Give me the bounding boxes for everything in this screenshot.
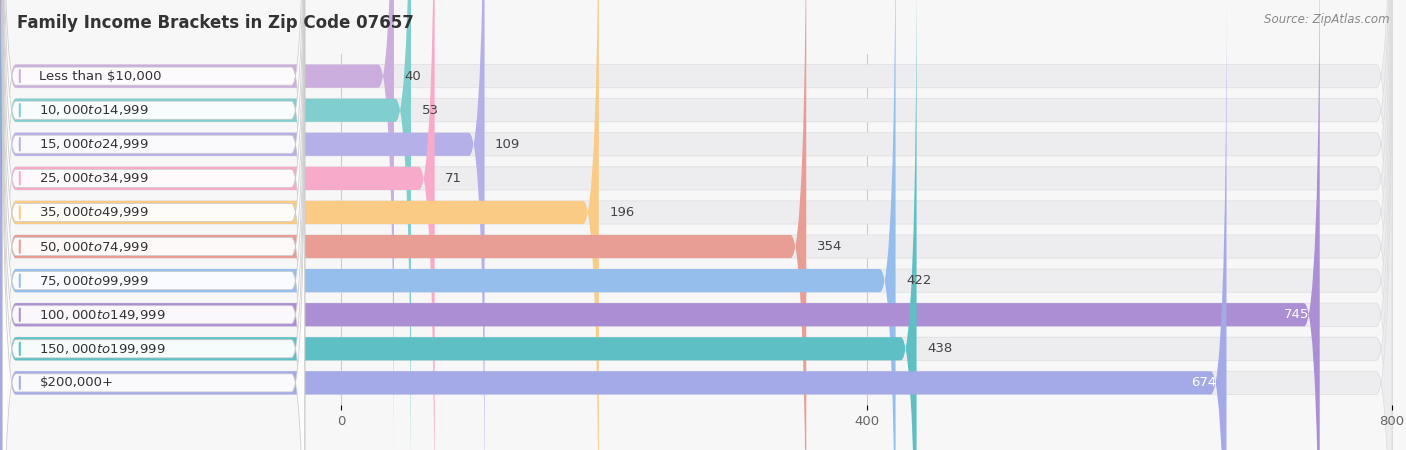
Text: $200,000+: $200,000+ — [39, 376, 114, 389]
Text: 422: 422 — [905, 274, 931, 287]
Text: $35,000 to $49,999: $35,000 to $49,999 — [39, 206, 149, 220]
Text: $75,000 to $99,999: $75,000 to $99,999 — [39, 274, 149, 288]
Text: 354: 354 — [817, 240, 842, 253]
Text: $50,000 to $74,999: $50,000 to $74,999 — [39, 239, 149, 253]
FancyBboxPatch shape — [0, 0, 806, 450]
Text: 745: 745 — [1284, 308, 1309, 321]
FancyBboxPatch shape — [0, 0, 1226, 450]
FancyBboxPatch shape — [0, 0, 1320, 450]
FancyBboxPatch shape — [3, 0, 305, 450]
Text: 109: 109 — [495, 138, 520, 151]
Text: 438: 438 — [927, 342, 952, 355]
Text: 40: 40 — [405, 70, 422, 83]
FancyBboxPatch shape — [0, 0, 411, 450]
FancyBboxPatch shape — [0, 0, 599, 450]
Text: $15,000 to $24,999: $15,000 to $24,999 — [39, 137, 149, 151]
Text: $150,000 to $199,999: $150,000 to $199,999 — [39, 342, 166, 356]
Text: Family Income Brackets in Zip Code 07657: Family Income Brackets in Zip Code 07657 — [17, 14, 413, 32]
FancyBboxPatch shape — [3, 0, 305, 450]
FancyBboxPatch shape — [0, 0, 896, 450]
Text: 196: 196 — [609, 206, 634, 219]
Text: 674: 674 — [1191, 376, 1216, 389]
Text: $25,000 to $34,999: $25,000 to $34,999 — [39, 171, 149, 185]
Text: $100,000 to $149,999: $100,000 to $149,999 — [39, 308, 166, 322]
FancyBboxPatch shape — [0, 0, 434, 450]
FancyBboxPatch shape — [0, 0, 485, 450]
FancyBboxPatch shape — [3, 0, 305, 450]
Text: 53: 53 — [422, 104, 439, 117]
FancyBboxPatch shape — [3, 0, 305, 408]
FancyBboxPatch shape — [0, 0, 917, 450]
FancyBboxPatch shape — [3, 0, 305, 450]
FancyBboxPatch shape — [3, 0, 305, 442]
FancyBboxPatch shape — [3, 0, 305, 450]
FancyBboxPatch shape — [0, 0, 394, 450]
Text: Less than $10,000: Less than $10,000 — [39, 70, 162, 83]
FancyBboxPatch shape — [3, 0, 305, 450]
Text: $10,000 to $14,999: $10,000 to $14,999 — [39, 103, 149, 117]
FancyBboxPatch shape — [3, 17, 305, 450]
FancyBboxPatch shape — [3, 51, 305, 450]
Text: 71: 71 — [446, 172, 463, 185]
Text: Source: ZipAtlas.com: Source: ZipAtlas.com — [1264, 14, 1389, 27]
